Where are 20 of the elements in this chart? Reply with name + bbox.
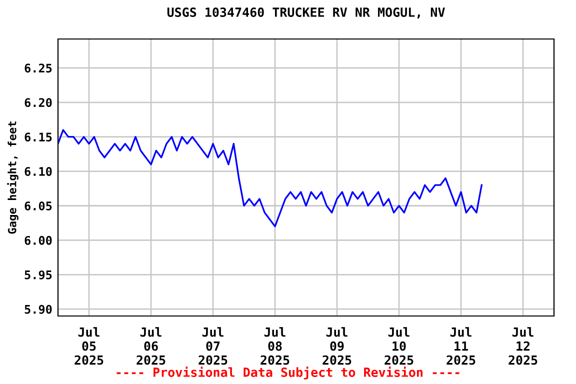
y-tick-label: 5.90 — [24, 304, 52, 314]
x-tick-label: Jul 06 2025 — [136, 327, 166, 365]
text: ---- Provisional Data Subject to Revision ---- — [116, 366, 460, 380]
x-tick-label: Jul 07 2025 — [198, 327, 228, 365]
x-tick-label: Jul 10 2025 — [384, 327, 414, 365]
y-tick-label: 6.25 — [24, 64, 52, 73]
x-tick-label: Jul 05 2025 — [74, 327, 104, 365]
y-tick-label: 6.05 — [24, 201, 52, 210]
y-tick-label: 6.00 — [24, 236, 52, 245]
y-tick-label: 5.95 — [24, 270, 52, 280]
chart-title: USGS 10347460 TRUCKEE RV NR MOGUL, NV — [167, 8, 445, 19]
y-axis-title: Gage height, feet — [7, 122, 18, 234]
x-tick-label: Jul 09 2025 — [322, 327, 352, 365]
x-tick-label: Jul 08 2025 — [260, 327, 290, 365]
line-series — [58, 129, 482, 228]
y-tick-label: 6.10 — [24, 167, 52, 176]
y-tick-label: 6.15 — [24, 132, 52, 142]
x-tick-label: Jul 11 2025 — [446, 327, 476, 365]
x-tick-label: Jul 12 2025 — [508, 327, 538, 365]
y-tick-label: 6.20 — [24, 98, 52, 108]
